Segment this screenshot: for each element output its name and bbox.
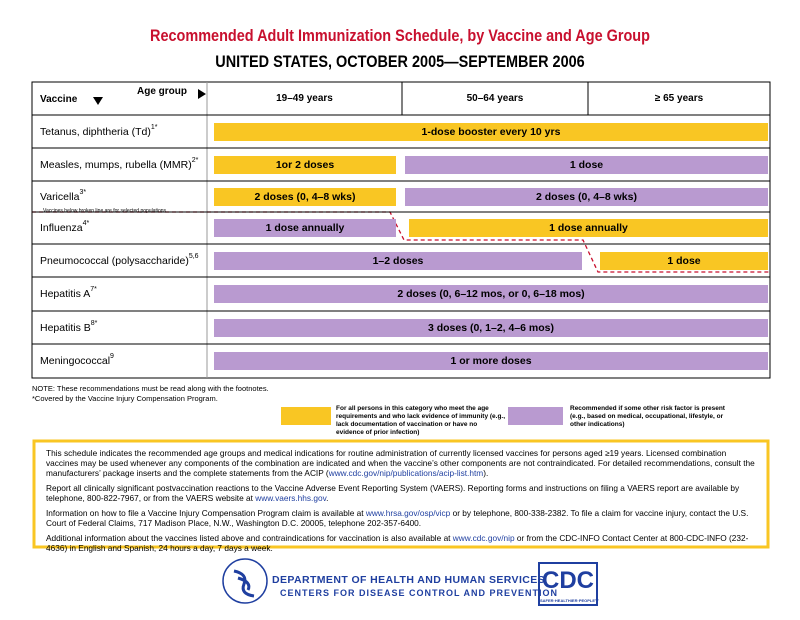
corner-age: Age group	[137, 86, 187, 97]
note: *Covered by the Vaccine Injury Compensat…	[32, 394, 218, 403]
footnote-ref: 7*	[90, 286, 97, 293]
dose-bar: 3 doses (0, 1–2, 4–6 mos)	[214, 318, 768, 337]
table-border	[31, 81, 771, 379]
dose-bar: 1 dose annually	[409, 219, 768, 237]
dose-bar: 1 dose	[405, 155, 768, 174]
dose-bar: 1-dose booster every 10 yrs	[214, 122, 768, 141]
vaccine-name: Tetanus, diphtheria (Td) 1*	[40, 115, 158, 148]
legend-text: Recommended if some other risk factor is…	[570, 405, 725, 428]
vaccine-name: Meningococcal 9	[40, 344, 114, 378]
info-link: www.cdc.gov/nip	[452, 533, 515, 543]
vaccine-label: Influenza	[40, 222, 83, 234]
info-text: Additional information about the vaccine…	[46, 533, 453, 543]
info-paragraph: Additional information about the vaccine…	[46, 533, 758, 553]
dose-bar: 2 doses (0, 4–8 wks)	[214, 187, 396, 206]
info-text: or by telephone, 800-338-2382. To file a…	[46, 508, 749, 528]
footnote-ref: 5,6	[188, 252, 199, 260]
footnote-ref: 3*	[79, 188, 87, 196]
hhs-logo	[222, 558, 268, 604]
info-link: www.cdc.gov/nip/publications/acip-list.h…	[328, 468, 484, 478]
info-border	[32, 439, 770, 549]
footnote-ref: 1*	[150, 123, 158, 131]
column-header: 50–64 years	[466, 93, 524, 104]
cdc-logo: CDC SAFER·HEALTHIER·PEOPLE™	[538, 562, 600, 606]
info-text: Report all clinically significant postva…	[46, 483, 740, 503]
vaccine-label: Tetanus, diphtheria (Td)	[40, 125, 151, 138]
column-header: 19–49 years	[276, 93, 333, 104]
vaccine-label: Pneumococcal (polysaccharide)	[40, 254, 189, 267]
legend-swatch	[508, 407, 563, 425]
dose-bar: 1 dose annually	[214, 219, 396, 237]
notes: NOTE: These recommendations must be read…	[32, 384, 269, 404]
vaccine-label: Meningococcal	[40, 355, 111, 367]
vaccine-name: Hepatitis A 7*	[40, 277, 97, 311]
subtitle: UNITED STATES, OCTOBER 2005—SEPTEMBER 20…	[215, 52, 585, 71]
info-text: This schedule indicates the recommended …	[46, 448, 755, 478]
dose-bar: 2 doses (0, 4–8 wks)	[405, 187, 768, 206]
info-link: www.vaers.hhs.gov	[255, 493, 327, 503]
dose-bar: 1–2 doses	[214, 251, 582, 270]
info-paragraph: This schedule indicates the recommended …	[46, 448, 758, 478]
info-box: This schedule indicates the recommended …	[46, 448, 758, 558]
cdc-logo-text: CDC	[542, 567, 594, 594]
dose-bar: 2 doses (0, 6–12 mos, or 0, 6–18 mos)	[214, 285, 768, 303]
corner-vaccine: Vaccine	[40, 94, 78, 105]
dose-bar: 1 dose	[600, 251, 768, 270]
info-paragraph: Report all clinically significant postva…	[46, 483, 758, 503]
vaccine-name: Pneumococcal (polysaccharide) 5,6	[40, 244, 199, 277]
vaccine-label: Varicella	[40, 190, 80, 203]
arrow-down	[93, 97, 103, 105]
dose-bar: 1or 2 doses	[214, 155, 396, 174]
footnote-ref: 2*	[191, 156, 199, 164]
vaccine-label: Hepatitis A	[40, 288, 91, 300]
column-header: ≥ 65 years	[654, 93, 704, 104]
info-text: .	[326, 493, 329, 503]
vaccine-name: Hepatitis B 8*	[40, 311, 97, 344]
tagline: SAFER·HEALTHIER·PEOPLE™	[540, 598, 600, 603]
broken-line	[32, 211, 770, 273]
vaccine-name: Varicella 3*	[40, 181, 86, 212]
info-link: www.hrsa.gov/osp/vicp	[365, 508, 451, 518]
dept: DEPARTMENT OF HEALTH AND HUMAN SERVICES	[272, 574, 546, 586]
center: CENTERS FOR DISEASE CONTROL AND PREVENTI…	[280, 588, 559, 598]
vaccine-label: Measles, mumps, rubella (MMR)	[40, 158, 192, 171]
broken-line-note: Vaccines below broken line are for selec…	[43, 208, 167, 214]
info-text: Information on how to file a Vaccine Inj…	[46, 508, 366, 518]
footnote-ref: 4*	[82, 220, 90, 227]
footnote-ref: 9	[110, 353, 114, 360]
info-paragraph: Information on how to file a Vaccine Inj…	[46, 508, 758, 528]
info-text: or from the CDC-INFO Contact Center at 8…	[46, 533, 749, 553]
vaccine-name: Influenza 4*	[40, 212, 89, 244]
legend-text: For all persons in this category who mee…	[336, 405, 506, 436]
title: Recommended Adult Immunization Schedule,…	[150, 26, 650, 45]
arrow-right	[198, 89, 206, 99]
vaccine-label: Hepatitis B	[40, 321, 91, 334]
vaccine-name: Measles, mumps, rubella (MMR) 2*	[40, 148, 198, 181]
info-text: ).	[483, 468, 489, 478]
legend-swatch	[281, 407, 331, 425]
footnote-ref: 8*	[90, 319, 98, 327]
dose-bar: 1 or more doses	[214, 352, 768, 370]
note: NOTE: These recommendations must be read…	[32, 384, 269, 393]
